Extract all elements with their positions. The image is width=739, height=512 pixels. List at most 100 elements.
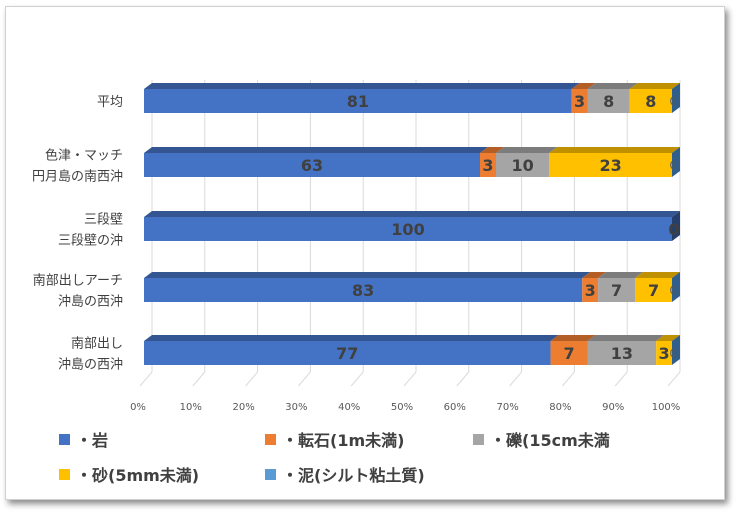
- data-label: 0: [670, 95, 677, 108]
- data-label: 0: [670, 159, 677, 172]
- bar-segment: [549, 153, 672, 177]
- bar-top: [144, 272, 591, 278]
- bar-segment: [144, 89, 572, 113]
- bar-segment: [629, 89, 672, 113]
- data-label: 0: [668, 220, 679, 239]
- legend-swatch: [265, 469, 276, 480]
- bar-side: [672, 272, 680, 302]
- gridline-floor: [245, 371, 258, 387]
- category-label: 沖島の西沖: [58, 358, 123, 373]
- gridline-floor: [192, 371, 206, 387]
- data-label: 8: [603, 92, 614, 111]
- bar-top: [144, 147, 488, 153]
- gridline-floor: [667, 371, 681, 387]
- gridline-floor: [403, 371, 417, 387]
- bar-side: [672, 211, 680, 241]
- gridline-floor: [614, 371, 628, 387]
- gridline-floor: [298, 371, 311, 387]
- bar-segment: [496, 153, 550, 177]
- bar-top: [598, 272, 644, 278]
- x-tick-label: 30%: [285, 402, 307, 413]
- x-tick-label: 20%: [232, 402, 254, 413]
- legend-swatch: [473, 434, 484, 445]
- x-tick-label: 90%: [602, 402, 624, 413]
- data-label: 3: [574, 92, 585, 111]
- data-label: 63: [301, 156, 323, 175]
- bar-side: [672, 83, 680, 113]
- x-tick-label: 40%: [338, 402, 360, 413]
- x-tick-label: 50%: [391, 402, 413, 413]
- x-tick-label: 80%: [549, 402, 571, 413]
- x-tick-label: 0%: [130, 402, 146, 413]
- data-label: 10: [512, 156, 534, 175]
- category-label: 三段壁: [84, 213, 123, 228]
- bar-segment: [656, 341, 672, 365]
- data-label: 100: [391, 220, 424, 239]
- bar-top: [587, 335, 665, 341]
- bar-segment: [144, 278, 583, 302]
- bar-top: [549, 147, 680, 153]
- bar-top: [144, 335, 559, 341]
- category-label: 平均: [97, 95, 123, 110]
- data-label: 0: [670, 347, 677, 360]
- bar-top: [629, 83, 680, 89]
- legend-label: ・礫(15cm未満: [490, 431, 610, 450]
- bar-segment: [598, 278, 636, 302]
- data-label: 81: [347, 92, 369, 111]
- data-label: 3: [585, 281, 596, 300]
- data-label: 7: [563, 344, 574, 363]
- gridline-floor: [562, 371, 575, 387]
- category-label: 色津・マッチ: [45, 148, 123, 164]
- category-label: 南部出しアーチ: [33, 273, 123, 289]
- legend-swatch: [265, 434, 276, 445]
- legend-label: ・岩: [76, 431, 108, 450]
- x-tick-label: 70%: [496, 402, 518, 413]
- legend-swatch: [59, 434, 70, 445]
- category-label: 南部出し: [71, 336, 123, 352]
- bar-segment: [571, 89, 588, 113]
- bar-segment: [550, 341, 588, 365]
- data-label: 7: [611, 281, 622, 300]
- data-label: 0: [670, 284, 677, 297]
- data-label: 8: [645, 92, 656, 111]
- bar-segment: [587, 89, 630, 113]
- bar-top: [550, 335, 596, 341]
- bar-top: [571, 83, 596, 89]
- bar-segment: [144, 153, 480, 177]
- bar-top: [587, 83, 638, 89]
- legend-label: ・転石(1m未満): [282, 431, 404, 450]
- category-label: 三段壁の沖: [58, 234, 123, 249]
- bar-segment: [144, 217, 672, 241]
- category-label: 沖島の西沖: [58, 295, 123, 310]
- gridline-floor: [350, 371, 364, 387]
- gridline-floor: [456, 371, 470, 387]
- bar-top: [582, 272, 607, 278]
- data-label: 77: [336, 344, 358, 363]
- bar-segment: [635, 278, 672, 302]
- data-label: 3: [482, 156, 493, 175]
- gridline-floor: [139, 371, 153, 387]
- bar-top: [144, 211, 680, 217]
- x-tick-label: 10%: [180, 402, 202, 413]
- bar-segment: [587, 341, 657, 365]
- gridline-floor: [509, 371, 522, 387]
- x-tick-label: 100%: [652, 402, 681, 413]
- legend-swatch: [59, 469, 70, 480]
- bar-top: [144, 83, 580, 89]
- data-label: 13: [611, 344, 633, 363]
- bar-segment: [144, 341, 551, 365]
- legend-label: ・砂(5mm未満): [76, 466, 199, 485]
- category-label: 円月島の南西沖: [32, 169, 123, 185]
- bar-side: [672, 147, 680, 177]
- bar-side: [672, 335, 680, 365]
- data-label: 3: [659, 344, 670, 363]
- data-label: 7: [648, 281, 659, 300]
- data-label: 23: [600, 156, 622, 175]
- bar-segment: [582, 278, 599, 302]
- bar-top: [656, 335, 680, 341]
- data-label: 83: [352, 281, 374, 300]
- bar-top: [635, 272, 680, 278]
- legend-label: ・泥(シルト粘土質): [282, 466, 425, 485]
- bar-segment: [480, 153, 496, 177]
